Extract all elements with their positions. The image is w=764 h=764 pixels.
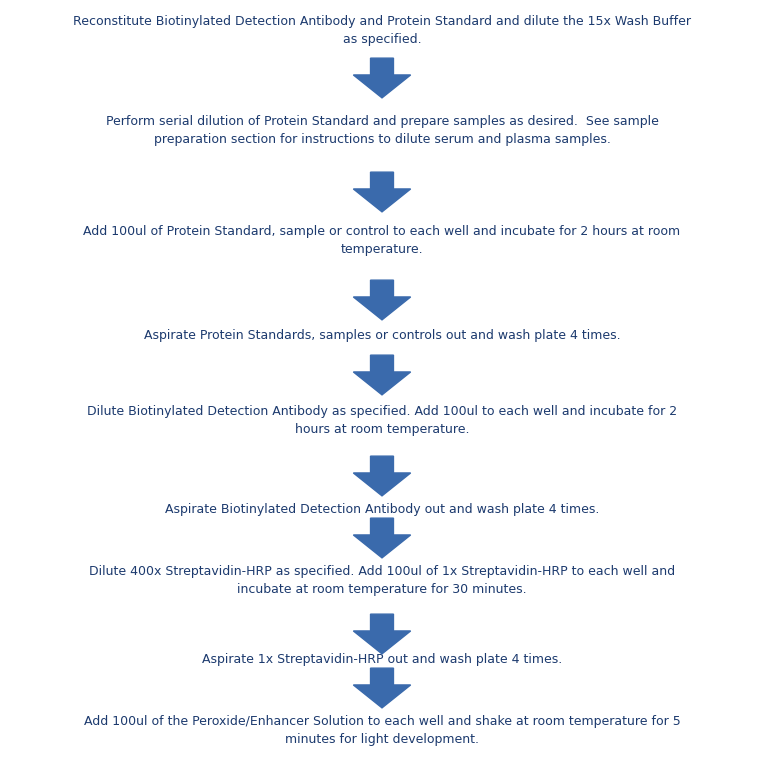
Text: Reconstitute Biotinylated Detection Antibody and Protein Standard and dilute the: Reconstitute Biotinylated Detection Anti…	[73, 15, 691, 46]
FancyArrow shape	[354, 614, 411, 654]
Text: Dilute 400x Streptavidin-HRP as specified. Add 100ul of 1x Streptavidin-HRP to e: Dilute 400x Streptavidin-HRP as specifie…	[89, 565, 675, 595]
FancyArrow shape	[354, 518, 411, 558]
FancyArrow shape	[354, 58, 411, 98]
Text: Add 100ul of Protein Standard, sample or control to each well and incubate for 2: Add 100ul of Protein Standard, sample or…	[83, 225, 681, 255]
Text: Aspirate 1x Streptavidin-HRP out and wash plate 4 times.: Aspirate 1x Streptavidin-HRP out and was…	[202, 653, 562, 666]
FancyArrow shape	[354, 280, 411, 320]
FancyArrow shape	[354, 668, 411, 708]
FancyArrow shape	[354, 355, 411, 395]
FancyArrow shape	[354, 172, 411, 212]
Text: Dilute Biotinylated Detection Antibody as specified. Add 100ul to each well and : Dilute Biotinylated Detection Antibody a…	[87, 404, 677, 435]
Text: Perform serial dilution of Protein Standard and prepare samples as desired.  See: Perform serial dilution of Protein Stand…	[105, 115, 659, 145]
FancyArrow shape	[354, 456, 411, 496]
Text: Add 100ul of the Peroxide/Enhancer Solution to each well and shake at room tempe: Add 100ul of the Peroxide/Enhancer Solut…	[83, 714, 681, 746]
Text: Aspirate Biotinylated Detection Antibody out and wash plate 4 times.: Aspirate Biotinylated Detection Antibody…	[165, 503, 599, 516]
Text: Aspirate Protein Standards, samples or controls out and wash plate 4 times.: Aspirate Protein Standards, samples or c…	[144, 329, 620, 342]
